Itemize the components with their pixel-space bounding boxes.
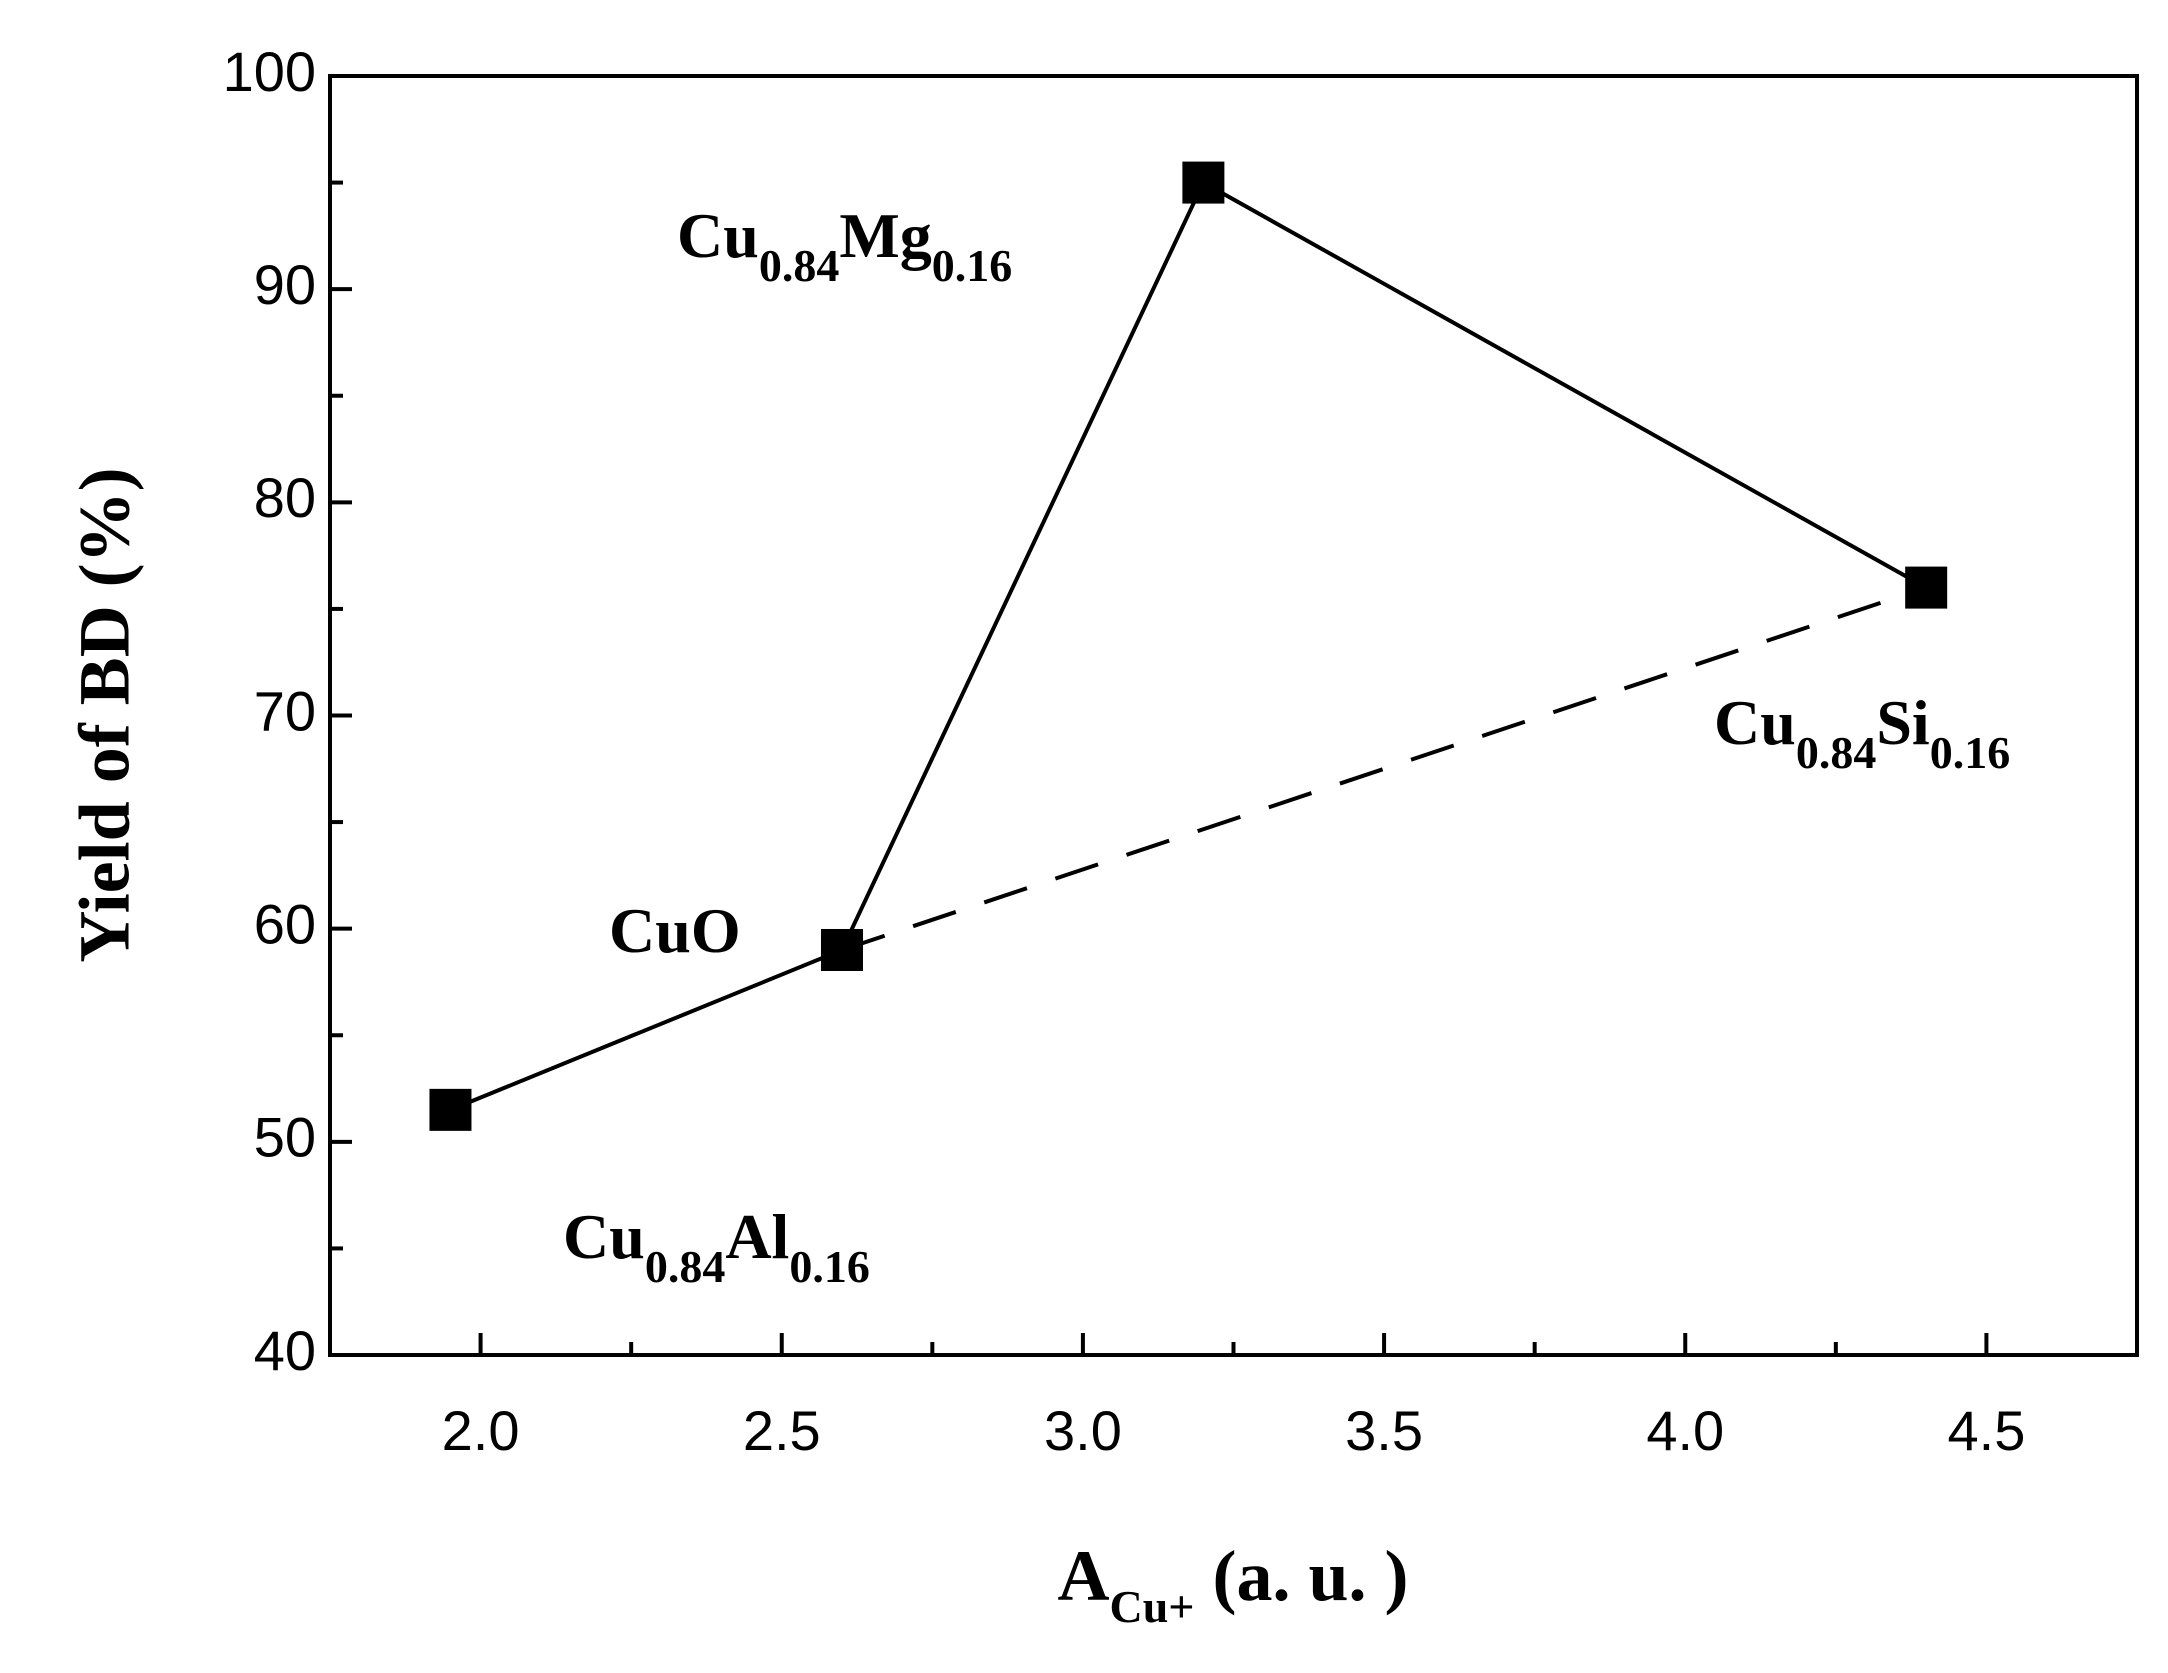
x-axis-title: ACu+ (a. u. )	[1057, 1536, 1408, 1632]
annotation-part: CuO	[609, 895, 741, 966]
y-tick-label: 80	[254, 466, 316, 529]
annotation-subscript: 0.84	[1796, 727, 1877, 778]
y-tick-label: 100	[223, 40, 316, 103]
annotation-subscript: 0.16	[789, 1241, 870, 1292]
x-axis-title-main: A	[1057, 1536, 1109, 1616]
x-tick-label: 4.5	[1947, 1399, 2025, 1462]
annotation-subscript: 0.84	[759, 240, 840, 291]
y-axis-title: Yield of BD (%)	[65, 467, 145, 962]
x-tick-label: 4.0	[1646, 1399, 1724, 1462]
x-tick-label: 3.5	[1345, 1399, 1423, 1462]
plot-frame	[328, 74, 2139, 1357]
dashed-line	[841, 585, 1927, 952]
annotation-part: Si	[1876, 687, 1929, 758]
y-tick-label: 60	[254, 892, 316, 955]
x-axis-title-subscript: Cu+	[1109, 1581, 1194, 1632]
annotation-part: Al	[725, 1201, 789, 1272]
annotation-part: Mg	[839, 200, 931, 271]
annotation-part: Cu	[563, 1201, 645, 1272]
x-axis-title-rest: (a. u. )	[1213, 1536, 1409, 1616]
y-tick-label: 70	[254, 679, 316, 742]
marker	[429, 1088, 472, 1131]
annotation-subscript: 0.16	[1930, 727, 2011, 778]
annotation-part: Cu	[677, 200, 759, 271]
y-tick-label: 50	[254, 1106, 316, 1169]
y-tick-label: 90	[254, 253, 316, 316]
x-tick-label: 2.0	[442, 1399, 520, 1462]
annotation-subscript: 0.84	[645, 1241, 726, 1292]
marker	[1905, 566, 1948, 609]
annotation: CuO	[609, 895, 741, 966]
annotation: Cu0.84Al0.16	[563, 1201, 870, 1292]
marker	[1182, 161, 1225, 204]
annotation-subscript: 0.16	[932, 240, 1013, 291]
y-tick-label: 40	[254, 1319, 316, 1382]
annotation: Cu0.84Mg0.16	[677, 200, 1012, 291]
annotation-part: Cu	[1714, 687, 1796, 758]
marker	[820, 928, 863, 971]
x-tick-label: 3.0	[1044, 1399, 1122, 1462]
annotation: Cu0.84Si0.16	[1714, 687, 2010, 778]
x-tick-label: 2.5	[743, 1399, 821, 1462]
series-line	[449, 179, 1928, 1112]
